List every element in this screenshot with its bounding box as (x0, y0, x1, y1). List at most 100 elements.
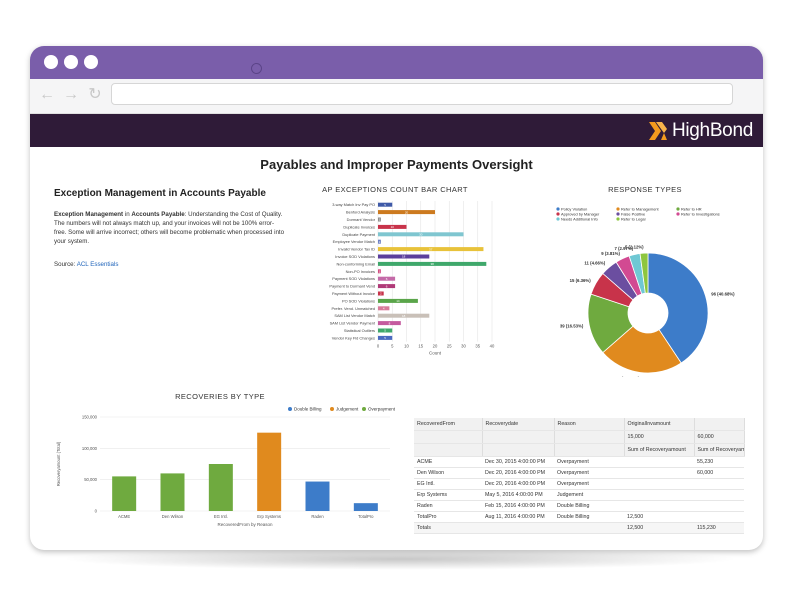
table-row-cell (624, 467, 694, 479)
pie-legend-marker (556, 212, 560, 216)
pie-legend-marker (556, 207, 560, 211)
ap-bar (378, 239, 381, 244)
pie-legend-marker (676, 212, 680, 216)
table-row-cell: Dec 20, 2016 4:00:00 PM (482, 478, 554, 490)
pie-slice (602, 325, 682, 374)
ap-bar (378, 328, 393, 333)
pie-slice-label: 96 (40.68%) (711, 291, 735, 296)
recoveries-x-tick: ACME (118, 514, 130, 519)
table-row-cell: Overpayment (554, 478, 624, 490)
back-arrow-icon[interactable]: ← (39, 86, 55, 103)
recoveries-chart-title: RECOVERIES BY TYPE (175, 392, 265, 401)
ap-bar (378, 254, 430, 259)
recoveries-legend-label: Double Billing (294, 407, 322, 412)
source-link[interactable]: ACL Essentials (76, 261, 119, 268)
ap-chart-title: AP EXCEPTIONS COUNT BAR CHART (322, 185, 468, 194)
recoveries-bar (353, 503, 378, 511)
ap-category-label: Non-conforming Email (337, 261, 376, 266)
table-subheader-row-cell (414, 430, 483, 444)
ap-bar (378, 232, 464, 237)
forward-arrow-icon[interactable]: → (63, 86, 79, 103)
recoveries-bar (208, 464, 233, 511)
pie-legend-marker (556, 217, 560, 221)
window-dot-3[interactable] (84, 55, 98, 69)
pie-slice-label: 11 (4.66%) (584, 260, 605, 265)
highbond-logo[interactable]: HighBond (648, 118, 753, 144)
ap-bar (378, 202, 393, 207)
intro-paragraph: Exception Management in Accounts Payable… (54, 210, 286, 246)
table-row-cell: 60,000 (694, 467, 744, 479)
camera-icon (251, 63, 262, 74)
recoveries-legend-marker (362, 407, 366, 411)
ap-bar-value: 5 (384, 329, 386, 333)
pie-legend-label: Refer to Legal (621, 217, 646, 222)
table-row-cell: TotalPro (414, 511, 482, 523)
pie-slice-label: 39 (16.53%) (560, 324, 584, 329)
ap-category-label: Duplicate Invoices (343, 224, 375, 229)
ap-category-label: SAM List Vendor Payment (330, 321, 376, 326)
pie-legend-label: Needs Additional Info (561, 217, 598, 222)
table-subheader-row-cell (482, 443, 555, 457)
ap-x-tick: 25 (447, 344, 452, 349)
table-subheader-row-cell (414, 443, 483, 457)
source-line: Source: ACL Essentials (54, 261, 118, 268)
ap-bar-value: 1 (379, 270, 381, 274)
ap-x-label: Count (429, 351, 442, 356)
ap-bar-value: 38 (430, 262, 434, 266)
intro-bold-1: Exception Management (54, 211, 124, 218)
window-dot-1[interactable] (44, 55, 58, 69)
table-header-row-cell (694, 418, 745, 431)
ap-bar (378, 291, 384, 296)
browser-navbar: ← → ↻ (30, 79, 763, 114)
table-totals-row: Totals 12,500 115,230 (414, 522, 744, 534)
table-row-cell: Double Billing (554, 500, 624, 512)
ap-bar (378, 276, 396, 281)
table-subheader-row-cell (554, 443, 625, 457)
ap-category-label: Payment SOD Violations (332, 276, 375, 281)
table-row: Erp Systems May 5, 2016 4:00:00 PM Judgeme… (414, 489, 744, 501)
table-subheader-row-cell: Sum of Recoveryamount (624, 443, 695, 457)
ap-category-label: PO SOD Violations (342, 298, 375, 303)
source-label: Source: (54, 261, 77, 268)
recoveries-x-tick: TotalPro (358, 514, 374, 519)
recoveries-chart: Double Billing Judgement Overpayment 150,00… (56, 407, 396, 527)
ap-bar-value: 6 (386, 284, 388, 288)
response-types-chart: Policy Violation Refer to Management Refer… (556, 207, 735, 377)
ap-category-label: Dormant Vendor (347, 217, 376, 222)
address-bar[interactable] (111, 83, 733, 105)
table-row: Den Wilson Dec 20, 2016 4:00:00 PM Overpay… (414, 467, 744, 479)
ap-bar-value: 5 (384, 336, 386, 340)
browser-window: ← → ↻ HighBond Payables and Improper Pay… (30, 46, 763, 550)
pie-legend-marker (616, 212, 620, 216)
ap-bar-value: 14 (396, 299, 400, 303)
drop-shadow (60, 548, 740, 570)
intro-text-2: : Understanding the Cost of Quality. The… (54, 211, 285, 245)
table-subheader-row-cell (554, 430, 625, 444)
ap-bar (378, 224, 407, 229)
reload-icon[interactable]: ↻ (88, 86, 102, 103)
ap-bar-value: 2 (380, 292, 382, 296)
table-header-row-cell: RecoveredFrom (414, 418, 483, 431)
ap-x-tick: 30 (461, 344, 466, 349)
window-dot-2[interactable] (64, 55, 78, 69)
ap-x-tick: 15 (418, 344, 423, 349)
ap-bar-value: 5 (384, 203, 386, 207)
ap-x-tick: 35 (475, 344, 480, 349)
recoveries-x-tick: Den Wilson (162, 514, 184, 519)
table-row-cell: Dec 30, 2015 4:00:00 PM (482, 456, 554, 468)
table-subheader-row-cell (482, 430, 555, 444)
table-row-cell (694, 489, 744, 501)
pie-slice-label: 9 (3.81%) (601, 251, 620, 256)
table-row-cell: EG Intl. (414, 478, 482, 490)
table-row: TotalPro Aug 11, 2016 4:00:00 PM Double Bi… (414, 511, 744, 523)
pie-slice-label: 15 (6.36%) (570, 278, 592, 283)
ap-bar (378, 313, 430, 318)
table-row-cell: Overpayment (554, 467, 624, 479)
ap-category-label: Employee Vendor Match (333, 239, 375, 244)
ap-x-tick: 10 (404, 344, 409, 349)
table-totals-row-cell (554, 522, 624, 534)
page-title: Payables and Improper Payments Oversight (260, 157, 533, 172)
table-row-cell (624, 500, 694, 512)
table-row-cell: 55,230 (694, 456, 744, 468)
